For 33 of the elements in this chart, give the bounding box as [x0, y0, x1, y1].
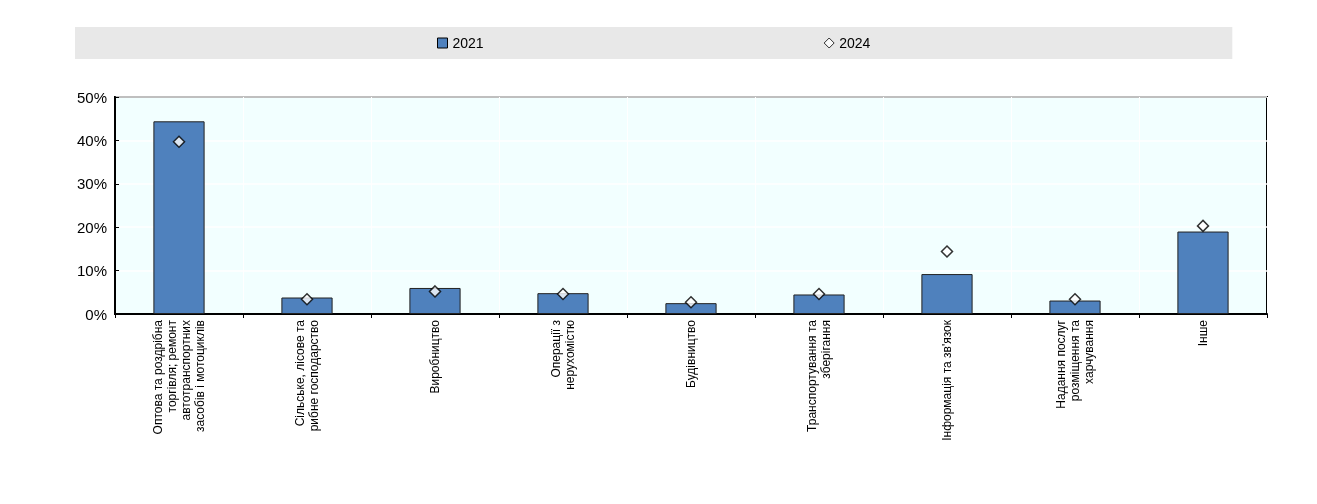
x-tick-label: Оптова та роздрібна торгівля; ремонт автотранспортних засобів і мотоциклів: [151, 319, 207, 435]
bar: [665, 303, 717, 314]
point: [684, 296, 698, 309]
x-tick-label: Інше: [1196, 319, 1210, 347]
y-tick-label: 10%: [76, 262, 107, 280]
bar: [793, 294, 845, 314]
legend-label: 2024: [839, 35, 871, 51]
y-tick-label: 30%: [76, 175, 107, 193]
y-tick-label: 40%: [76, 131, 107, 149]
point: [812, 287, 826, 301]
point: [428, 285, 442, 298]
bar: [409, 287, 461, 314]
legend-label: 2021: [452, 35, 484, 51]
bar: [1177, 231, 1229, 314]
x-tick-label: Транспортування та зберігання: [805, 319, 833, 432]
point: [1068, 292, 1082, 306]
bar: [153, 121, 205, 314]
y-tick-label: 50%: [76, 88, 107, 106]
bar: [1049, 300, 1101, 314]
y-tick-label: 20%: [76, 218, 107, 236]
y-tick-label: 0%: [85, 305, 107, 323]
point: [172, 135, 186, 148]
x-tick-label: Надання послуг розміщення та харчування: [1054, 319, 1096, 409]
bar: [281, 297, 333, 314]
bar: [921, 274, 973, 314]
x-tick-label: Операції з нерухомістю: [549, 319, 577, 390]
x-tick-label: Інформація та зв'язок: [940, 319, 954, 441]
point: [556, 287, 570, 301]
x-tick-label: Будівництво: [684, 319, 698, 388]
point: [1196, 219, 1210, 233]
bar: [537, 293, 589, 314]
x-tick-label: Виробництво: [428, 319, 442, 394]
point: [940, 245, 954, 258]
